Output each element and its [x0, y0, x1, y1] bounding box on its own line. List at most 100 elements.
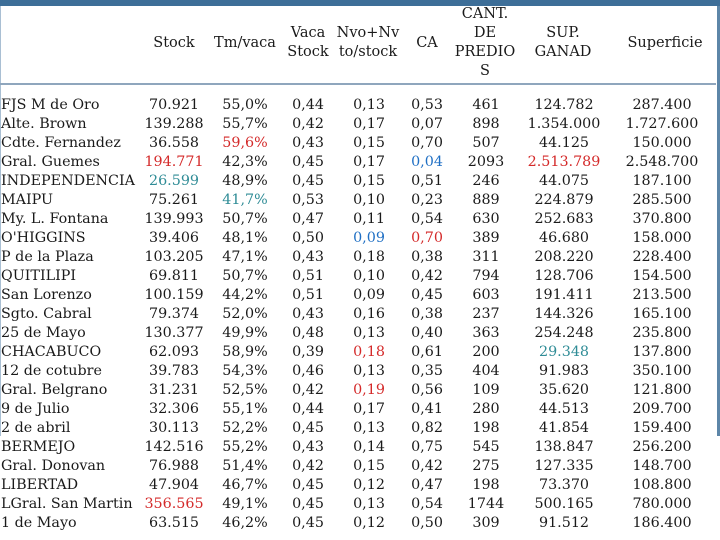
cell-cant-predios: 461: [472, 97, 500, 113]
cell-ca: 0,75: [411, 439, 443, 455]
cell-vaca-stock: 0,51: [292, 268, 324, 284]
cell-ca: 0,38: [411, 249, 443, 265]
cell-sup-ganad: 191.411: [534, 287, 594, 303]
cell-nvo-nv-stock: 0,09: [353, 287, 385, 303]
cell-tm-vaca: 49,1%: [222, 496, 268, 512]
cell-cant-predios: 363: [472, 325, 500, 341]
header-superficie: Superficie: [627, 35, 703, 51]
cell-ca: 0,53: [411, 97, 443, 113]
cell-stock: 75.261: [148, 192, 200, 208]
cell-superficie: 108.800: [632, 477, 692, 493]
cell-sup-ganad: 128.706: [534, 268, 594, 284]
cell-sup-ganad: 46.680: [538, 230, 590, 246]
cell-superficie: 154.500: [632, 268, 692, 284]
cell-stock: 36.558: [148, 135, 200, 151]
cell-nvo-nv-stock: 0,14: [353, 439, 385, 455]
cell-sup-ganad: 73.370: [538, 477, 590, 493]
cell-departamento: LIBERTAD: [1, 477, 79, 493]
table-row: Cdte. Fernandez 36.558 59,6% 0,43 0,15 0,70 50…: [0, 134, 720, 153]
table-row: P de la Plaza 103.205 47,1% 0,43 0,18 0,38 311…: [0, 248, 720, 267]
cell-superficie: 2.548.700: [625, 154, 699, 170]
cell-stock: 69.811: [148, 268, 200, 284]
cell-tm-vaca: 44,2%: [222, 287, 268, 303]
cell-ca: 0,51: [411, 173, 443, 189]
cell-stock: 103.205: [144, 249, 204, 265]
cell-cant-predios: 545: [472, 439, 500, 455]
cell-sup-ganad: 2.513.789: [527, 154, 601, 170]
cell-nvo-nv-stock: 0,16: [353, 306, 385, 322]
cell-cant-predios: 309: [472, 515, 500, 531]
cell-stock: 30.113: [148, 420, 200, 436]
table-frame: [0, 6, 720, 436]
cell-sup-ganad: 44.513: [538, 401, 590, 417]
cell-superficie: 137.800: [632, 344, 692, 360]
cell-stock: 26.599: [148, 173, 200, 189]
cell-departamento: FJS M de Oro: [1, 97, 100, 113]
cell-sup-ganad: 252.683: [534, 211, 594, 227]
cell-vaca-stock: 0,43: [292, 249, 324, 265]
cell-departamento: Gral. Guemes: [1, 154, 100, 170]
table-row: 2 de abril 30.113 52,2% 0,45 0,13 0,82 198 41.8…: [0, 419, 720, 438]
cell-ca: 0,42: [411, 268, 443, 284]
cell-vaca-stock: 0,44: [292, 401, 324, 417]
cell-departamento: 12 de cotubre: [1, 363, 102, 379]
table-row: Sgto. Cabral 79.374 52,0% 0,43 0,16 0,38 237 14…: [0, 305, 720, 324]
cell-tm-vaca: 52,5%: [222, 382, 268, 398]
cell-departamento: My. L. Fontana: [1, 211, 109, 227]
cell-cant-predios: 889: [472, 192, 500, 208]
cell-sup-ganad: 44.075: [538, 173, 590, 189]
cell-superficie: 235.800: [632, 325, 692, 341]
cell-stock: 62.093: [148, 344, 200, 360]
cell-cant-predios: 311: [472, 249, 500, 265]
cell-superficie: 285.500: [632, 192, 692, 208]
cell-superficie: 150.000: [632, 135, 692, 151]
header-stock: Stock: [153, 35, 195, 51]
cell-tm-vaca: 47,1%: [222, 249, 268, 265]
cell-superficie: 287.400: [632, 97, 692, 113]
cell-vaca-stock: 0,50: [292, 230, 324, 246]
table-row: LGral. San Martin 356.565 49,1% 0,45 0,13 0,5…: [0, 495, 720, 514]
cell-vaca-stock: 0,48: [292, 325, 324, 341]
cell-tm-vaca: 46,7%: [222, 477, 268, 493]
cell-vaca-stock: 0,42: [292, 382, 324, 398]
cell-ca: 0,40: [411, 325, 443, 341]
cell-ca: 0,56: [411, 382, 443, 398]
cell-departamento: 9 de Julio: [1, 401, 70, 417]
cell-nvo-nv-stock: 0,12: [353, 477, 385, 493]
cell-superficie: 186.400: [632, 515, 692, 531]
cell-departamento: QUITILIPI: [1, 268, 77, 284]
cell-ca: 0,54: [411, 211, 443, 227]
cell-ca: 0,35: [411, 363, 443, 379]
cell-sup-ganad: 41.854: [538, 420, 590, 436]
cell-nvo-nv-stock: 0,17: [353, 154, 385, 170]
cell-vaca-stock: 0,39: [292, 344, 324, 360]
cell-departamento: LGral. San Martin: [1, 496, 133, 512]
cell-nvo-nv-stock: 0,18: [353, 344, 385, 360]
cell-superficie: 780.000: [632, 496, 692, 512]
cell-departamento: P de la Plaza: [1, 249, 94, 265]
cell-vaca-stock: 0,47: [292, 211, 324, 227]
cell-stock: 47.904: [148, 477, 200, 493]
cell-tm-vaca: 41,7%: [222, 192, 268, 208]
cell-departamento: BERMEJO: [1, 439, 76, 455]
cell-ca: 0,47: [411, 477, 443, 493]
cell-departamento: 2 de abril: [1, 420, 71, 436]
cell-sup-ganad: 224.879: [534, 192, 594, 208]
cell-superficie: 209.700: [632, 401, 692, 417]
cell-nvo-nv-stock: 0,15: [353, 135, 385, 151]
cell-ca: 0,54: [411, 496, 443, 512]
cell-superficie: 159.400: [632, 420, 692, 436]
cell-cant-predios: 246: [472, 173, 500, 189]
cell-superficie: 187.100: [632, 173, 692, 189]
table-row: Alte. Brown 139.288 55,7% 0,42 0,17 0,07 898 1.…: [0, 115, 720, 134]
cell-tm-vaca: 51,4%: [222, 458, 268, 474]
cell-stock: 32.306: [148, 401, 200, 417]
cell-vaca-stock: 0,43: [292, 439, 324, 455]
cell-departamento: 1 de Mayo: [1, 515, 77, 531]
cell-vaca-stock: 0,44: [292, 97, 324, 113]
cell-superficie: 158.000: [632, 230, 692, 246]
cell-nvo-nv-stock: 0,09: [353, 230, 385, 246]
cell-sup-ganad: 124.782: [534, 97, 594, 113]
cell-ca: 0,38: [411, 306, 443, 322]
cell-tm-vaca: 58,9%: [222, 344, 268, 360]
